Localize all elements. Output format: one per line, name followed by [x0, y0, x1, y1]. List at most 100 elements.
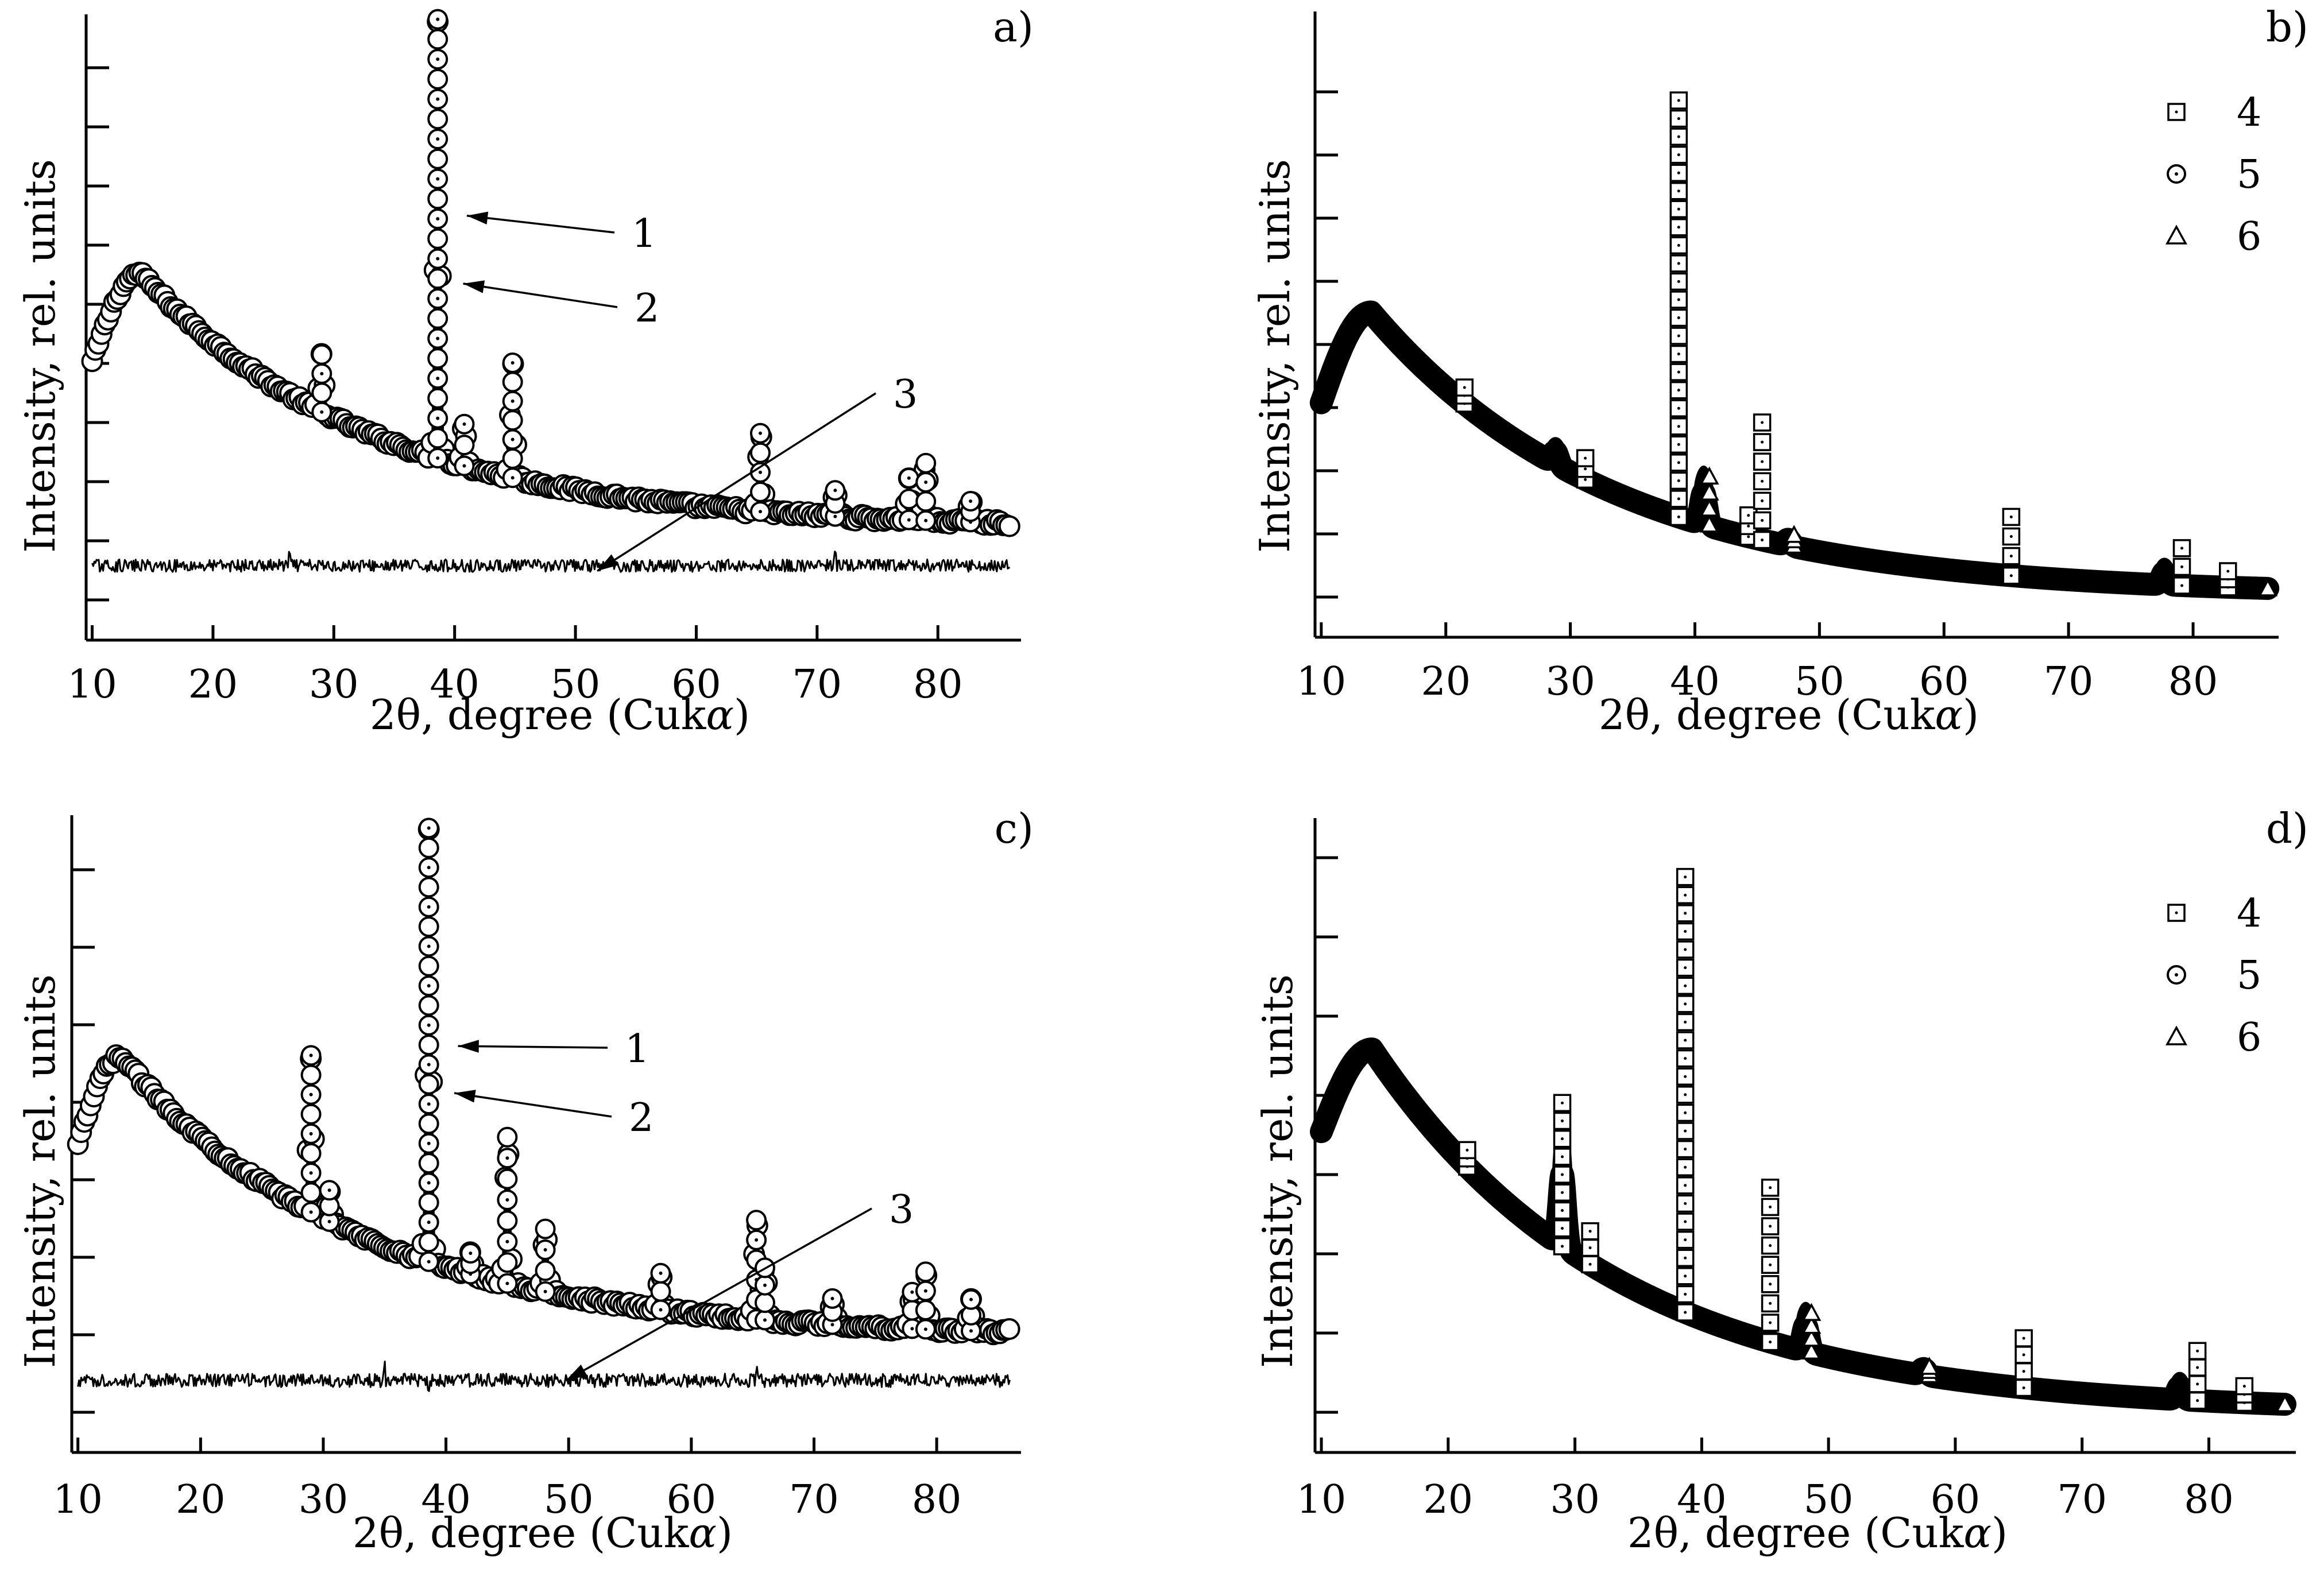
series-4-point-dot: [1677, 262, 1680, 265]
series-4-point-dot: [1677, 153, 1680, 157]
series-4-point-dot: [1761, 518, 1764, 522]
series-4-point-dot: [2196, 1366, 2199, 1369]
x-tick-label: 30: [299, 1477, 349, 1522]
series-6-point: [1801, 1328, 1822, 1347]
panel-label: c): [995, 804, 1034, 853]
x-tick-label: 20: [188, 662, 238, 707]
series-4-point-dot: [1561, 1137, 1564, 1141]
series-4-point: [2014, 1329, 2033, 1347]
series-4-point-dot: [1769, 1301, 1772, 1305]
series-4-point-dot: [1584, 467, 1587, 471]
series-1-point: [755, 1292, 775, 1314]
legend-triangle-icon: [2166, 1025, 2187, 1045]
series-4-point-dot: [1761, 479, 1764, 483]
series-2-point: [907, 518, 911, 522]
series-2-point: [309, 1093, 313, 1097]
series-4-point-dot: [2009, 555, 2013, 558]
series-4-point: [1676, 1230, 1695, 1249]
x-axis-title: 2θ, degree (Cukα): [1627, 1509, 2008, 1557]
series-6-point: [1699, 482, 1719, 501]
series-1-point: [311, 382, 332, 404]
series-3-line: [91, 551, 1010, 573]
x-tick-label: 20: [176, 1477, 226, 1522]
series-4-point-dot: [2022, 1386, 2025, 1389]
series-4-point-dot: [2022, 1336, 2025, 1340]
series-2-point: [436, 17, 440, 21]
series-4-point: [2188, 1342, 2207, 1361]
series-4-point: [1753, 413, 1772, 432]
series-3-line: [77, 1361, 1011, 1392]
series-2-point: [436, 297, 440, 301]
x-tick-label: 80: [2184, 1477, 2234, 1522]
callout-arrow: [466, 214, 615, 234]
x-tick-label: 10: [67, 662, 117, 707]
series-1-point: [418, 1192, 439, 1213]
x-tick-label: 10: [1297, 1477, 1347, 1522]
series-1-point: [535, 1218, 556, 1239]
series-4-point: [1669, 254, 1688, 273]
series-4-point-dot: [1684, 1057, 1687, 1060]
series-4-point: [1676, 867, 1695, 886]
series-2-point: [427, 1063, 431, 1067]
series-4-point-dot: [1684, 1039, 1687, 1042]
series-6-point: [1801, 1315, 1822, 1334]
series-2-point: [436, 416, 440, 420]
callout-arrow: [597, 392, 876, 572]
series-2-point: [543, 1289, 547, 1293]
series-4-point-dot: [2196, 1399, 2199, 1403]
series-1-point: [300, 1064, 322, 1086]
series-1-point: [650, 1281, 671, 1302]
legend-label: 5: [2237, 152, 2261, 197]
series-4-point: [1669, 127, 1688, 146]
x-tick-label: 10: [1297, 659, 1347, 704]
series-1-point: [497, 1210, 518, 1231]
series-1-point: [454, 435, 475, 456]
series-4-point-dot: [1769, 1263, 1772, 1266]
series-4-point-dot: [1677, 443, 1680, 446]
series-4-point: [2002, 527, 2021, 546]
panel-d: d) Intensity, rel. units 2θ, degree (Cuk…: [1254, 804, 2308, 1557]
series-2-point: [427, 1102, 431, 1106]
series-2-point: [427, 1141, 431, 1145]
series-2-point: [830, 1296, 834, 1300]
series-4-point-dot: [1761, 421, 1764, 424]
x-tick-label: 30: [1545, 659, 1595, 704]
series-1-point: [915, 491, 937, 512]
legend-circle-icon-dot: [2175, 973, 2178, 977]
series-4-point-dot: [2196, 1382, 2199, 1386]
series-4-point: [2219, 562, 2237, 580]
series-4-point: [1761, 1236, 1780, 1255]
x-tick-label: 40: [1670, 659, 1720, 704]
series-4-point-dot: [1684, 1220, 1687, 1223]
callout-arrow: [454, 1092, 612, 1118]
series-1-point: [418, 916, 439, 937]
series-4-point-dot: [2180, 547, 2184, 550]
series-4-point-dot: [1684, 1202, 1687, 1205]
series-2-point: [309, 1132, 313, 1136]
series-2-point: [436, 377, 440, 381]
series-4-point-dot: [1588, 1230, 1592, 1233]
callout-arrow: [463, 282, 618, 308]
series-4-point-dot: [1677, 389, 1680, 392]
series-2-point: [924, 518, 928, 522]
panel-c: c) Intensity, rel. units 2θ, degree (Cuk…: [16, 804, 1034, 1557]
legend-label: 6: [2237, 1015, 2261, 1060]
series-4-point-dot: [1684, 893, 1687, 897]
series-6-end-point: [2258, 578, 2278, 596]
x-tick-label: 60: [671, 662, 721, 707]
series-2-point: [511, 437, 515, 441]
series-2-point: [511, 476, 515, 480]
x-tick-label: 50: [1804, 1477, 1854, 1522]
series-2-point: [320, 410, 324, 414]
series-4-point-dot: [1684, 1311, 1687, 1314]
series-4-point-dot: [1684, 1075, 1687, 1078]
series-1-point: [427, 428, 448, 449]
callout-arrow-head: [458, 1040, 479, 1053]
series-2-point: [427, 1260, 431, 1264]
series-4-point-dot: [1561, 1227, 1564, 1230]
series-4-point-dot: [1684, 1093, 1687, 1097]
series-1-point: [915, 452, 937, 474]
legend-label: 6: [2237, 214, 2261, 259]
x-tick-label: 20: [1421, 659, 1471, 704]
y-axis-title: Intensity, rel. units: [1251, 159, 1299, 553]
